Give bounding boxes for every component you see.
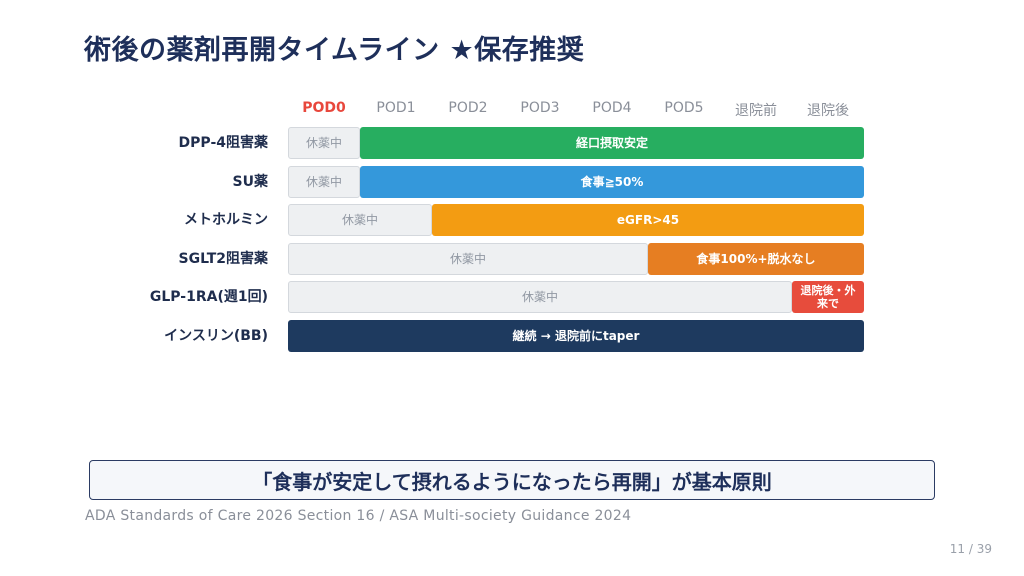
column-header-5: POD4 xyxy=(592,100,632,116)
resume-bar: 経口摂取安定 xyxy=(360,127,864,159)
row-label: DPP-4阻害薬 xyxy=(178,135,268,151)
resume-bar: 継続 → 退院前にtaper xyxy=(288,320,864,352)
column-header-7: 退院前 xyxy=(735,103,777,119)
row-label: GLP-1RA(週1回) xyxy=(149,289,268,305)
resume-bar: 食事100%+脱水なし xyxy=(648,243,864,275)
column-header-1: POD0 xyxy=(302,100,346,116)
rest-bar: 休薬中 xyxy=(288,166,360,198)
row-label: SGLT2阻害薬 xyxy=(178,251,268,267)
rest-bar: 休薬中 xyxy=(288,127,360,159)
page-number: 11 / 39 xyxy=(949,542,992,556)
column-header-2: POD1 xyxy=(376,100,416,116)
resume-bar: eGFR>45 xyxy=(432,204,864,236)
rest-bar: 休薬中 xyxy=(288,281,792,313)
column-header-8: 退院後 xyxy=(807,103,849,119)
column-header-6: POD5 xyxy=(664,100,704,116)
page-title: 術後の薬剤再開タイムライン ★保存推奨 xyxy=(84,35,585,66)
source-citation: ADA Standards of Care 2026 Section 16 / … xyxy=(85,508,632,524)
resume-bar: 食事≧50% xyxy=(360,166,864,198)
row-label: メトホルミン xyxy=(184,212,268,228)
row-label: インスリン(BB) xyxy=(164,328,268,344)
row-label: SU薬 xyxy=(232,174,268,190)
principle-box: 「食事が安定して摂れるようになったら再開」が基本原則 xyxy=(89,460,935,500)
rest-bar: 休薬中 xyxy=(288,204,432,236)
resume-bar: 退院後・外来で xyxy=(792,281,864,313)
column-header-4: POD3 xyxy=(520,100,560,116)
column-header-3: POD2 xyxy=(448,100,488,116)
rest-bar: 休薬中 xyxy=(288,243,648,275)
